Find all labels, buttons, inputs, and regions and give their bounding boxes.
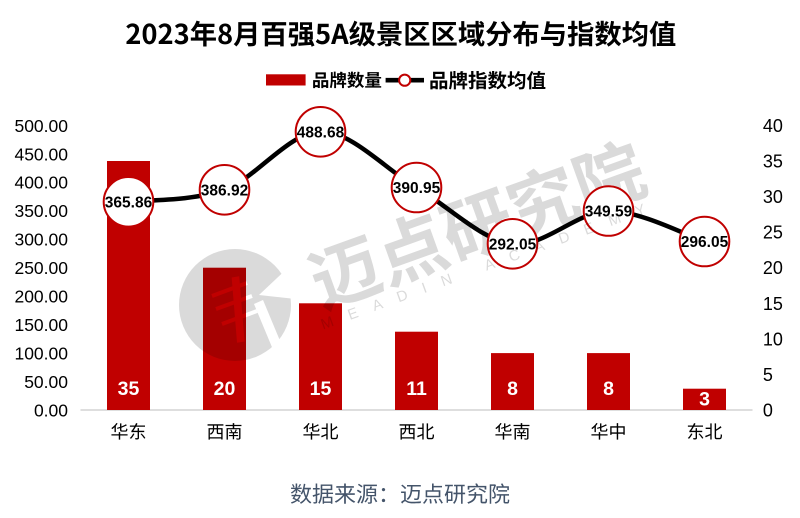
svg-text:8: 8 (603, 378, 614, 400)
svg-text:50.00: 50.00 (24, 372, 68, 392)
svg-text:11: 11 (406, 378, 427, 400)
svg-text:35: 35 (763, 152, 783, 172)
svg-text:250.00: 250.00 (14, 258, 68, 278)
svg-text:100.00: 100.00 (14, 344, 68, 364)
svg-text:386.92: 386.92 (201, 182, 248, 199)
svg-text:25: 25 (763, 223, 783, 243)
svg-text:488.68: 488.68 (297, 124, 345, 141)
svg-text:35: 35 (118, 378, 140, 400)
svg-text:0: 0 (763, 401, 773, 421)
svg-text:10: 10 (763, 329, 783, 349)
svg-text:150.00: 150.00 (14, 315, 68, 335)
svg-text:500.00: 500.00 (14, 116, 68, 136)
svg-text:8: 8 (507, 378, 518, 400)
svg-text:15: 15 (310, 378, 332, 400)
svg-text:450.00: 450.00 (14, 144, 68, 164)
svg-text:30: 30 (763, 187, 783, 207)
svg-text:3: 3 (699, 389, 710, 411)
svg-text:296.05: 296.05 (681, 234, 729, 251)
svg-text:400.00: 400.00 (14, 173, 68, 193)
svg-text:292.05: 292.05 (489, 236, 537, 253)
svg-text:20: 20 (763, 258, 783, 278)
svg-text:350.00: 350.00 (14, 201, 68, 221)
svg-text:200.00: 200.00 (14, 287, 68, 307)
svg-text:40: 40 (763, 116, 783, 136)
svg-text:0.00: 0.00 (34, 400, 68, 420)
svg-text:20: 20 (214, 378, 236, 400)
svg-text:349.59: 349.59 (585, 204, 633, 221)
svg-text:300.00: 300.00 (14, 230, 68, 250)
svg-text:390.95: 390.95 (393, 180, 441, 197)
svg-text:15: 15 (763, 294, 783, 314)
svg-text:5: 5 (763, 365, 773, 385)
svg-text:365.86: 365.86 (105, 194, 153, 211)
